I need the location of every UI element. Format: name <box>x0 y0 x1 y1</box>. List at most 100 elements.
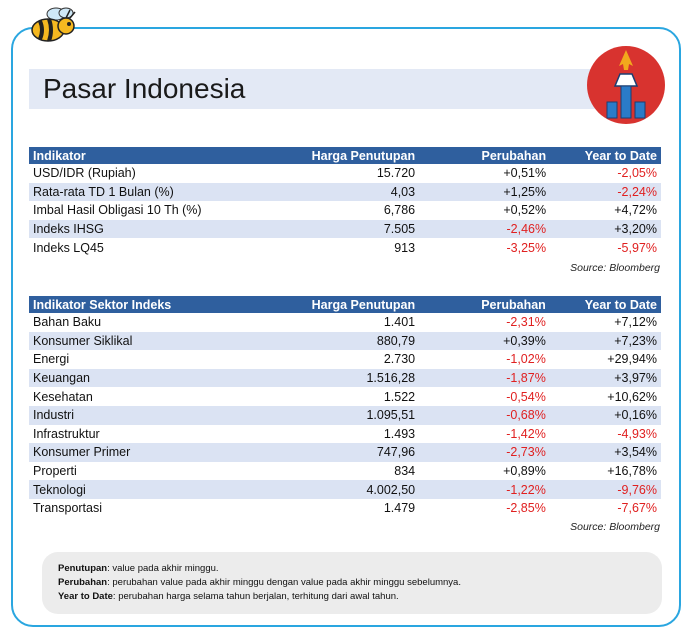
column-header: Harga Penutupan <box>280 147 420 164</box>
table-header-row: Indikator Harga Penutupan Perubahan Year… <box>29 147 661 164</box>
table-cell: -2,73% <box>419 443 550 462</box>
table-cell: 1.095,51 <box>281 405 420 425</box>
column-header: Year to Date <box>550 147 661 164</box>
table-row: Transportasi 1.479 -2,85% -7,67% <box>29 499 661 518</box>
table-cell: 1.522 <box>383 389 416 404</box>
table-row: Kesehatan 1.522 -0,54% +10,62% <box>29 387 661 406</box>
sector-index-table: Indikator Sektor Indeks Harga Penutupan … <box>29 296 661 518</box>
table-row: Industri 1.095,51 -0,68% +0,16% <box>29 405 661 425</box>
table-cell: +7,12% <box>614 315 657 330</box>
table-cell: +0,89% <box>503 464 546 479</box>
row-label: Imbal Hasil Obligasi 10 Th (%) <box>33 203 202 218</box>
table-cell: 834 <box>394 464 416 479</box>
table-cell: +0,39% <box>419 331 550 351</box>
column-header: Year to Date <box>549 296 661 313</box>
table-cell: -1,87% <box>419 368 550 388</box>
table-row: Teknologi 4.002,50 -1,22% -9,76% <box>29 480 661 499</box>
table-cell: +16,78% <box>607 464 657 479</box>
table-cell: +3,54% <box>549 443 661 462</box>
row-label: Energi <box>33 352 70 367</box>
row-label: Bahan Baku <box>33 315 102 330</box>
row-label: Indeks IHSG <box>29 219 281 239</box>
table-cell: 7.505 <box>280 219 420 239</box>
table-row: Imbal Hasil Obligasi 10 Th (%) 6,786 +0,52… <box>29 201 661 220</box>
title-bar: Pasar Indonesia <box>29 69 661 109</box>
column-header: Perubahan <box>419 296 550 313</box>
table-row: Rata-rata TD 1 Bulan (%) 4,03 +1,25% -2,24% <box>29 182 661 202</box>
table-cell: -9,76% <box>549 480 661 499</box>
definitions-box: Penutupan: value pada akhir minggu. Peru… <box>42 552 662 614</box>
definition-item: Year to Date: perubahan harga selama tah… <box>58 590 662 604</box>
table-cell: +0,51% <box>503 166 547 181</box>
source-note: Source: Bloomberg <box>570 262 660 274</box>
row-label: Infrastruktur <box>33 426 100 441</box>
row-label: Konsumer Primer <box>29 443 282 462</box>
table-cell: -2,24% <box>550 182 661 202</box>
table-cell: +3,97% <box>549 368 661 388</box>
table-row: Infrastruktur 1.493 -1,42% -4,93% <box>29 425 661 444</box>
page-title: Pasar Indonesia <box>43 73 246 104</box>
column-header: Indikator <box>29 147 281 164</box>
table-cell: +3,20% <box>550 219 661 239</box>
table-cell: +0,52% <box>503 203 547 218</box>
table-cell: +29,94% <box>607 352 657 367</box>
table-header-row: Indikator Sektor Indeks Harga Penutupan … <box>29 296 661 313</box>
definition-text: : value pada akhir minggu. <box>107 563 219 574</box>
table-cell: -3,25% <box>506 240 547 255</box>
table-cell: +4,72% <box>614 203 657 218</box>
row-label: Konsumer Siklikal <box>29 331 282 351</box>
row-label: Teknologi <box>29 480 282 499</box>
column-header: Perubahan <box>419 147 551 164</box>
table-cell: +0,16% <box>549 405 661 425</box>
table-row: Konsumer Primer 747,96 -2,73% +3,54% <box>29 443 661 462</box>
table-cell: 747,96 <box>281 443 420 462</box>
table-cell: 1.516,28 <box>281 368 420 388</box>
table-cell: +1,25% <box>419 182 551 202</box>
monas-monument-icon <box>587 46 665 124</box>
table-cell: 4,03 <box>280 182 420 202</box>
table-cell: -2,31% <box>506 315 546 330</box>
content-frame <box>11 27 681 627</box>
table-cell: -1,02% <box>506 352 546 367</box>
table-cell: 913 <box>394 240 416 255</box>
definition-item: Penutupan: value pada akhir minggu. <box>58 562 662 576</box>
definition-item: Perubahan: perubahan value pada akhir mi… <box>58 576 662 590</box>
row-label: Keuangan <box>29 368 282 388</box>
table-row: Indeks IHSG 7.505 -2,46% +3,20% <box>29 219 661 239</box>
definition-term: Perubahan <box>58 577 108 588</box>
market-indicator-table: Indikator Harga Penutupan Perubahan Year… <box>29 147 661 257</box>
table-cell: +10,62% <box>607 389 657 404</box>
table-cell: -1,22% <box>419 480 550 499</box>
table-cell: 1.401 <box>383 315 416 330</box>
table-cell: -5,97% <box>617 240 657 255</box>
table-row: USD/IDR (Rupiah) 15.720 +0,51% -2,05% <box>29 164 661 183</box>
table-row: Indeks LQ45 913 -3,25% -5,97% <box>29 238 661 257</box>
table-row: Konsumer Siklikal 880,79 +0,39% +7,23% <box>29 331 661 351</box>
table-cell: 1.493 <box>383 426 416 441</box>
definition-text: : perubahan value pada akhir minggu deng… <box>107 577 461 588</box>
table-row: Energi 2.730 -1,02% +29,94% <box>29 350 661 369</box>
row-label: Transportasi <box>33 501 103 516</box>
definition-text: : perubahan harga selama tahun berjalan,… <box>112 591 399 602</box>
row-label: Rata-rata TD 1 Bulan (%) <box>29 182 281 202</box>
table-cell: 15.720 <box>376 166 416 181</box>
column-header: Indikator Sektor Indeks <box>29 296 282 313</box>
bee-icon <box>31 7 76 42</box>
table-cell: -1,42% <box>506 426 546 441</box>
table-cell: 880,79 <box>281 331 420 351</box>
table-cell: +7,23% <box>549 331 661 351</box>
table-cell: 1.479 <box>383 501 416 516</box>
row-label: Kesehatan <box>33 389 93 404</box>
table-cell: 2.730 <box>383 352 416 367</box>
table-cell: -2,85% <box>506 501 546 516</box>
table-row: Keuangan 1.516,28 -1,87% +3,97% <box>29 368 661 388</box>
table-cell: -0,54% <box>506 389 546 404</box>
definition-term: Penutupan <box>58 563 108 574</box>
row-label: USD/IDR (Rupiah) <box>33 166 136 181</box>
table-cell: -0,68% <box>419 405 550 425</box>
table-cell: -2,05% <box>617 166 657 181</box>
column-header: Harga Penutupan <box>281 296 420 313</box>
definition-term: Year to Date <box>58 591 113 602</box>
table-row: Properti 834 +0,89% +16,78% <box>29 462 661 481</box>
table-row: Bahan Baku 1.401 -2,31% +7,12% <box>29 313 661 332</box>
